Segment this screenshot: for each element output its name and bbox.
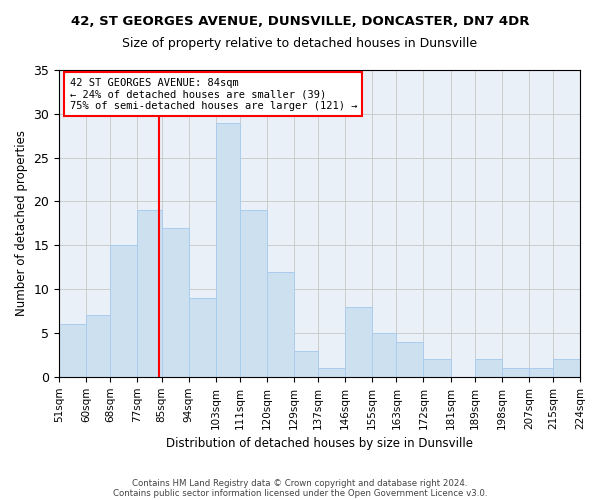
Text: Contains public sector information licensed under the Open Government Licence v3: Contains public sector information licen…: [113, 488, 487, 498]
Bar: [372, 333, 397, 377]
Text: Contains HM Land Registry data © Crown copyright and database right 2024.: Contains HM Land Registry data © Crown c…: [132, 478, 468, 488]
Bar: [502, 368, 529, 377]
Bar: [216, 122, 240, 377]
Bar: [529, 368, 553, 377]
Bar: [318, 368, 345, 377]
Bar: [345, 306, 372, 377]
Bar: [110, 246, 137, 377]
Bar: [188, 298, 216, 377]
Bar: [86, 316, 110, 377]
Bar: [59, 324, 86, 377]
Bar: [553, 360, 580, 377]
Bar: [137, 210, 161, 377]
Bar: [294, 350, 318, 377]
Bar: [267, 272, 294, 377]
Y-axis label: Number of detached properties: Number of detached properties: [15, 130, 28, 316]
Text: Size of property relative to detached houses in Dunsville: Size of property relative to detached ho…: [122, 38, 478, 51]
Text: 42 ST GEORGES AVENUE: 84sqm
← 24% of detached houses are smaller (39)
75% of sem: 42 ST GEORGES AVENUE: 84sqm ← 24% of det…: [70, 78, 357, 111]
X-axis label: Distribution of detached houses by size in Dunsville: Distribution of detached houses by size …: [166, 437, 473, 450]
Text: 42, ST GEORGES AVENUE, DUNSVILLE, DONCASTER, DN7 4DR: 42, ST GEORGES AVENUE, DUNSVILLE, DONCAS…: [71, 15, 529, 28]
Bar: [397, 342, 424, 377]
Bar: [161, 228, 188, 377]
Bar: [424, 360, 451, 377]
Bar: [475, 360, 502, 377]
Bar: [240, 210, 267, 377]
